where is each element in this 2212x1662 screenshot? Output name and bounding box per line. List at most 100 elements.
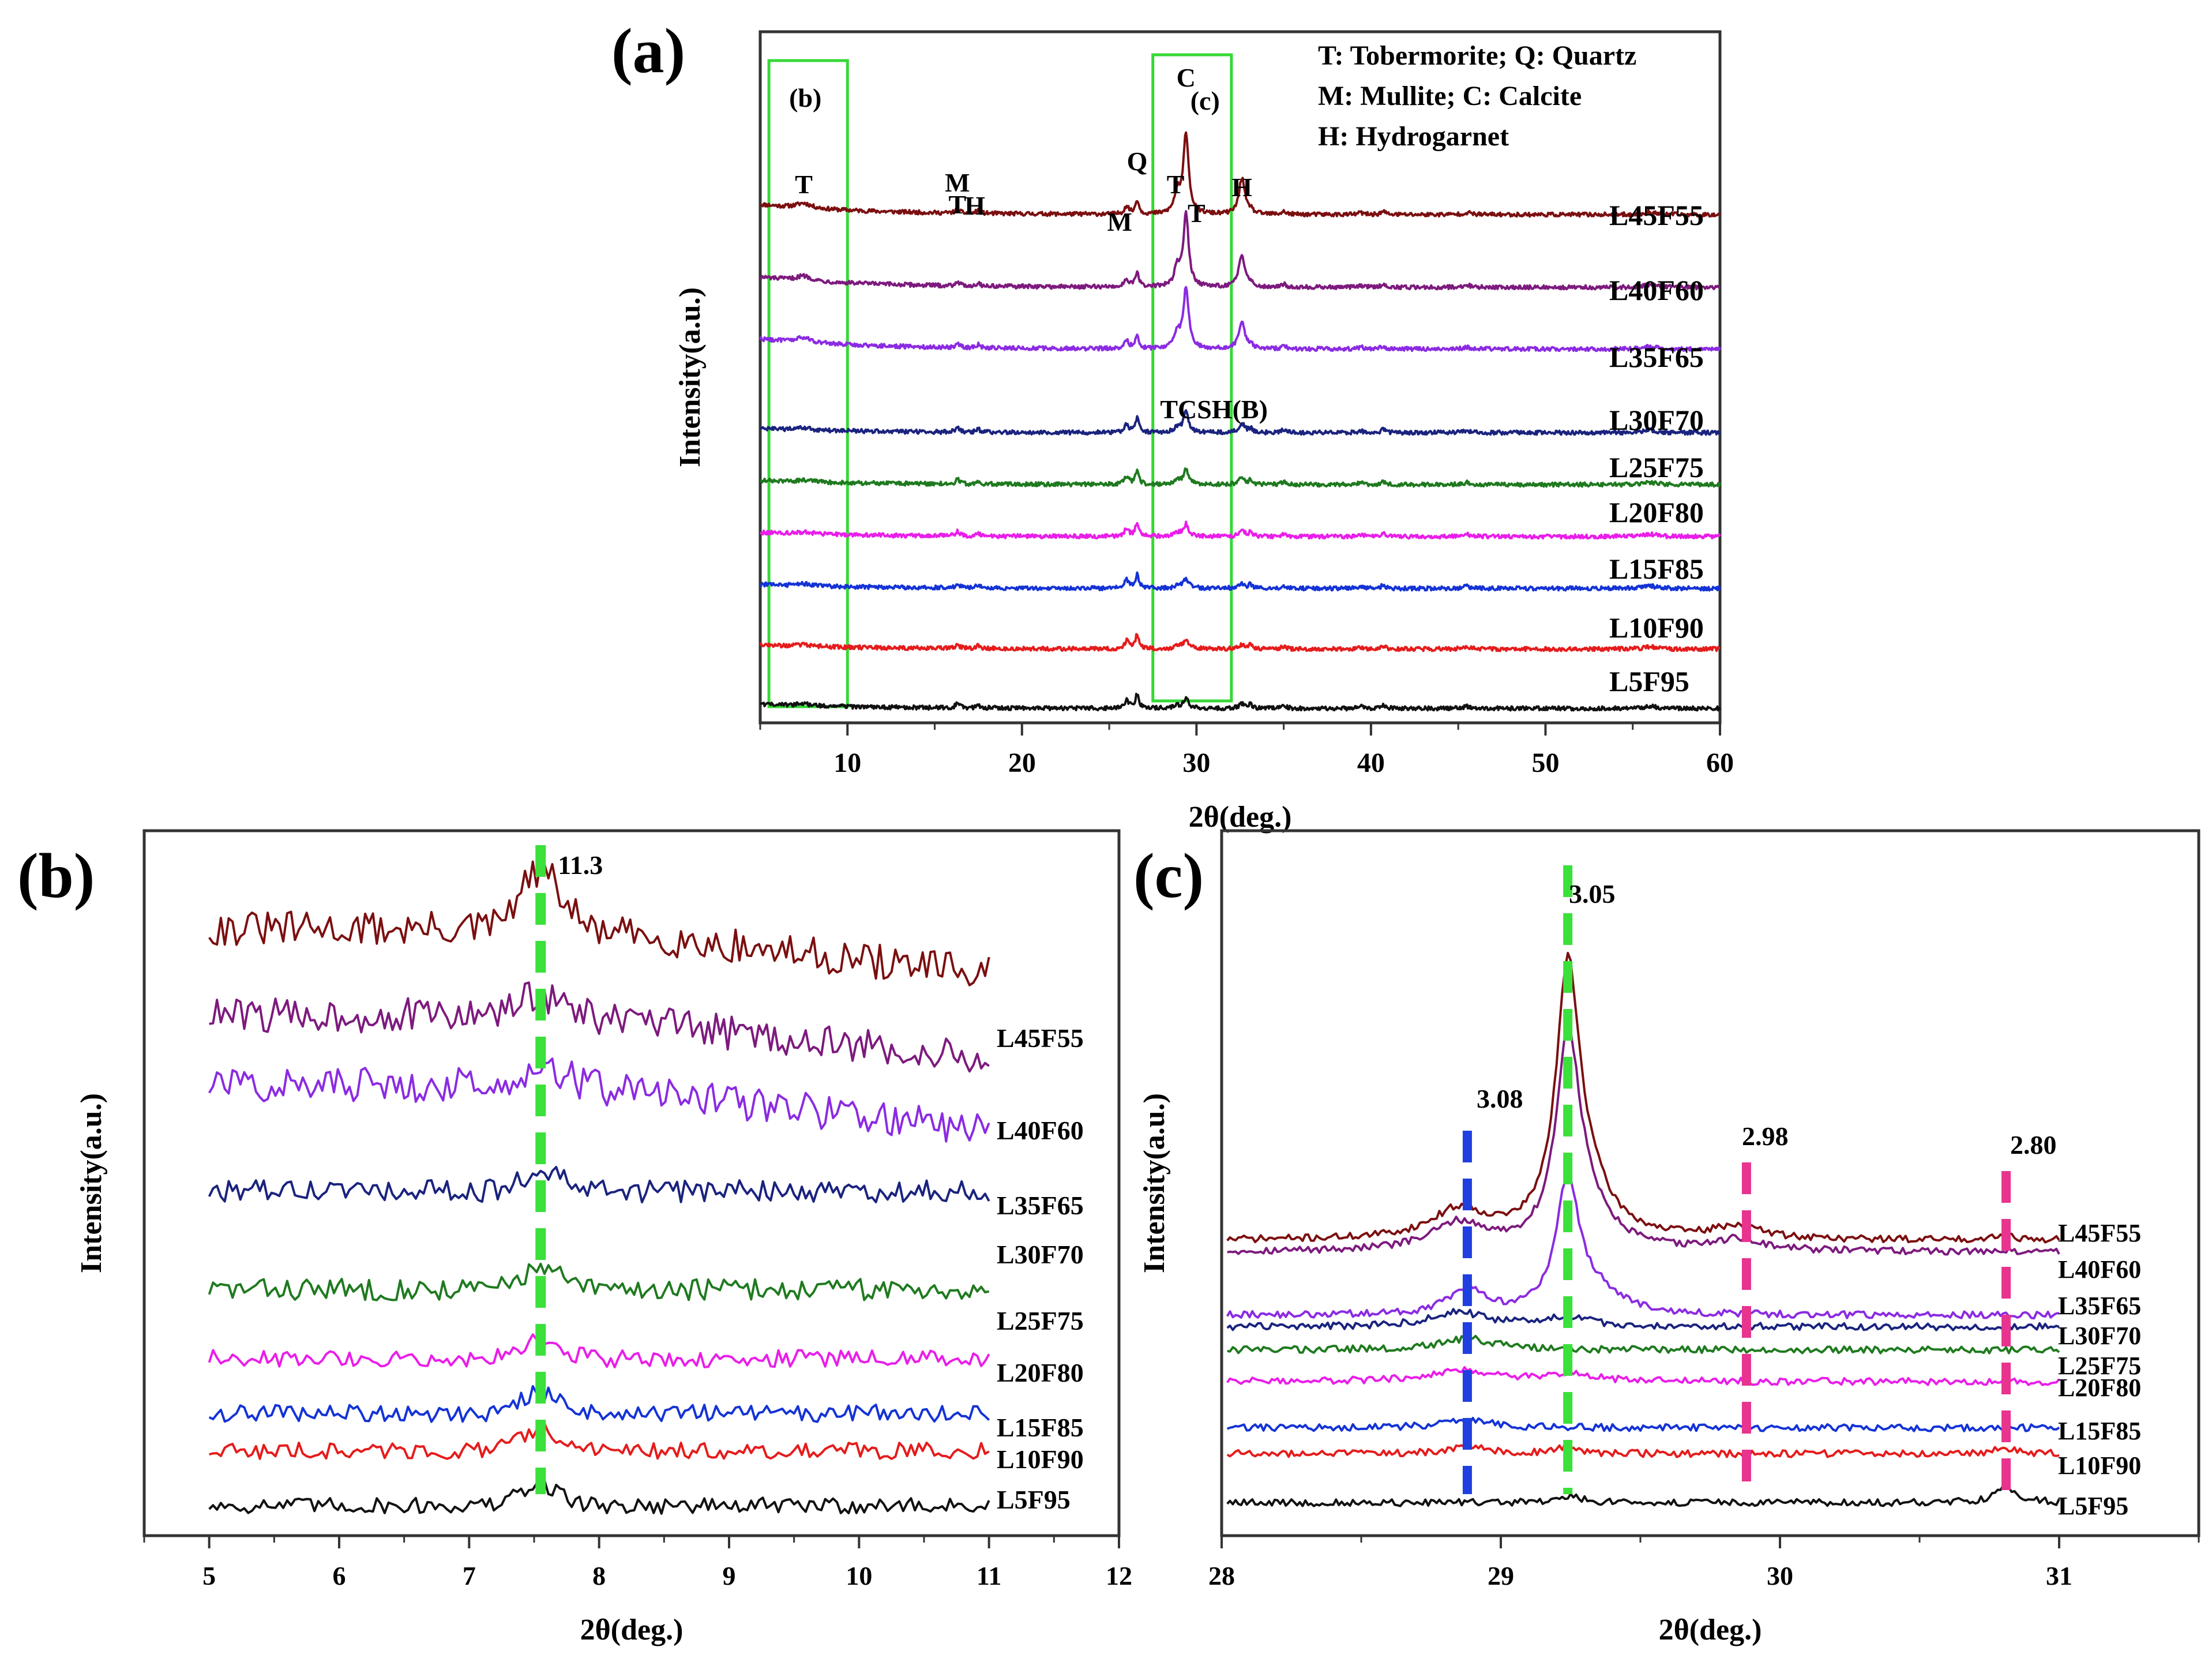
zoom-box-label: (b) bbox=[789, 83, 821, 112]
x-tick-label: 40 bbox=[1357, 748, 1385, 778]
series-label: L35F65 bbox=[1609, 341, 1704, 373]
series-label: L5F95 bbox=[997, 1485, 1071, 1514]
zoom-box-label: (c) bbox=[1191, 86, 1220, 115]
peak-label: T bbox=[1188, 198, 1205, 228]
peak-label: T bbox=[1167, 170, 1185, 199]
series-label: L30F70 bbox=[1609, 404, 1704, 436]
x-axis-label: 2θ(deg.) bbox=[580, 1614, 683, 1646]
peak-label: C bbox=[1177, 63, 1196, 92]
series-line-l10f90 bbox=[209, 1422, 990, 1460]
series-line-l15f85 bbox=[759, 571, 1721, 592]
series-label: L20F80 bbox=[1609, 496, 1704, 528]
series-label: L25F75 bbox=[2058, 1352, 2141, 1380]
series-line-l40f60 bbox=[759, 210, 1721, 291]
series-line-l15f85 bbox=[208, 1385, 990, 1423]
x-tick-label: 60 bbox=[1706, 748, 1734, 778]
marker-label: 3.08 bbox=[1477, 1084, 1523, 1113]
series-label: L45F55 bbox=[997, 1023, 1084, 1053]
series-line-l35f65 bbox=[1226, 1168, 2060, 1320]
peak-label: H bbox=[964, 191, 985, 220]
series-label: L30F70 bbox=[2058, 1322, 2141, 1350]
series-line-l20f80 bbox=[759, 520, 1721, 540]
x-tick-label: 7 bbox=[463, 1561, 476, 1590]
series-line-l10f90 bbox=[1226, 1442, 2060, 1458]
series-label: L25F75 bbox=[997, 1306, 1084, 1335]
panel-b-label: (b) bbox=[17, 841, 95, 911]
series-label: L40F60 bbox=[1609, 274, 1704, 306]
series-line-l30f70 bbox=[208, 1166, 990, 1203]
zoom-box bbox=[767, 59, 849, 708]
series-label: L20F80 bbox=[2058, 1374, 2141, 1402]
series-label: L40F60 bbox=[2058, 1255, 2141, 1284]
peak-label: TCSH(B) bbox=[1160, 395, 1268, 424]
series-label: L15F85 bbox=[997, 1413, 1084, 1442]
peak-label: Q bbox=[1127, 147, 1148, 176]
series-label: L15F85 bbox=[2058, 1417, 2141, 1445]
panel-a: 10 20 30 40 50 60 2θ(deg.) Intensity(a.u.) (b) (c… bbox=[674, 30, 1734, 834]
x-tick-label: 30 bbox=[1182, 748, 1210, 778]
series-label: L25F75 bbox=[1609, 451, 1704, 483]
peak-label: T bbox=[795, 170, 813, 199]
series-line-l20f80 bbox=[208, 1329, 990, 1368]
series-label: L35F65 bbox=[997, 1191, 1084, 1220]
series-line-l45f55 bbox=[760, 131, 1721, 218]
series-label: L20F80 bbox=[997, 1358, 1084, 1387]
panel-b: 5 6 7 8 9 10 11 12 2θ(deg.) Intensity(a.u.) L45F55… bbox=[75, 829, 1132, 1646]
plot-frame bbox=[142, 829, 1121, 1537]
series-label: L5F95 bbox=[1609, 665, 1689, 697]
series-line-l5f95 bbox=[760, 692, 1721, 712]
x-tick-label: 28 bbox=[1208, 1561, 1235, 1590]
legend-entry: M: Mullite; C: Calcite bbox=[1318, 81, 1582, 111]
series-label: L10F90 bbox=[997, 1445, 1084, 1474]
x-tick-label: 30 bbox=[1767, 1561, 1793, 1590]
series-line-l45f55 bbox=[208, 860, 990, 986]
series-label: L10F90 bbox=[1609, 611, 1704, 644]
series-line-l25f75 bbox=[208, 1262, 990, 1301]
x-tick-label: 20 bbox=[1008, 748, 1036, 778]
series-line-l25f75 bbox=[1227, 1334, 2060, 1355]
panel-c: 28 29 30 31 2θ(deg.) Intensity(a.u.) L45F55 L40… bbox=[1138, 829, 2200, 1646]
x-axis-label: 2θ(deg.) bbox=[1659, 1614, 1762, 1646]
series-line-l40f60 bbox=[209, 981, 990, 1073]
x-tick-label: 10 bbox=[846, 1561, 872, 1590]
x-tick-label: 31 bbox=[2046, 1561, 2072, 1590]
peak-label: H bbox=[1231, 172, 1252, 202]
series-line-l15f85 bbox=[1226, 1417, 2060, 1432]
x-tick-label: 12 bbox=[1106, 1561, 1132, 1590]
peak-label: T bbox=[949, 190, 967, 219]
series-line-l35f65 bbox=[759, 286, 1721, 352]
plot-frame bbox=[758, 30, 1722, 725]
series-label: L10F90 bbox=[2058, 1451, 2141, 1480]
series-line-l45f55 bbox=[1226, 952, 2060, 1244]
series-label: L5F95 bbox=[2058, 1492, 2128, 1520]
y-axis-label: Intensity(a.u.) bbox=[75, 1093, 108, 1273]
series-line-l5f95 bbox=[208, 1479, 990, 1515]
series-line-l10f90 bbox=[759, 633, 1721, 652]
x-tick-label: 29 bbox=[1488, 1561, 1514, 1590]
x-axis-label: 2θ(deg.) bbox=[1189, 801, 1292, 834]
series-label: L30F70 bbox=[997, 1240, 1084, 1269]
marker-label: 3.05 bbox=[1569, 879, 1616, 909]
series-line-l30f70 bbox=[1226, 1308, 2060, 1331]
x-tick-label: 5 bbox=[202, 1561, 216, 1590]
series-line-l20f80 bbox=[1226, 1366, 2060, 1386]
series-line-l40f60 bbox=[1227, 1024, 2060, 1256]
panel-c-label: (c) bbox=[1133, 841, 1204, 911]
zoom-box bbox=[1151, 53, 1233, 703]
legend-entry: H: Hydrogarnet bbox=[1318, 121, 1509, 152]
x-tick-label: 50 bbox=[1531, 748, 1559, 778]
series-line-l30f70 bbox=[759, 409, 1721, 436]
series-line-l35f65 bbox=[208, 1057, 990, 1143]
marker-label: 2.98 bbox=[1742, 1121, 1789, 1151]
legend-entry: T: Tobermorite; Q: Quartz bbox=[1318, 40, 1636, 71]
series-line-l5f95 bbox=[1226, 1483, 2060, 1507]
y-axis-label: Intensity(a.u.) bbox=[1138, 1093, 1171, 1273]
series-label: L45F55 bbox=[2058, 1219, 2141, 1247]
x-tick-label: 11 bbox=[977, 1561, 1001, 1590]
x-tick-label: 10 bbox=[833, 748, 861, 778]
series-line-l25f75 bbox=[760, 467, 1721, 488]
marker-label: 11.3 bbox=[558, 850, 603, 880]
series-label: L45F55 bbox=[1609, 199, 1704, 231]
y-axis-label: Intensity(a.u.) bbox=[674, 287, 707, 467]
